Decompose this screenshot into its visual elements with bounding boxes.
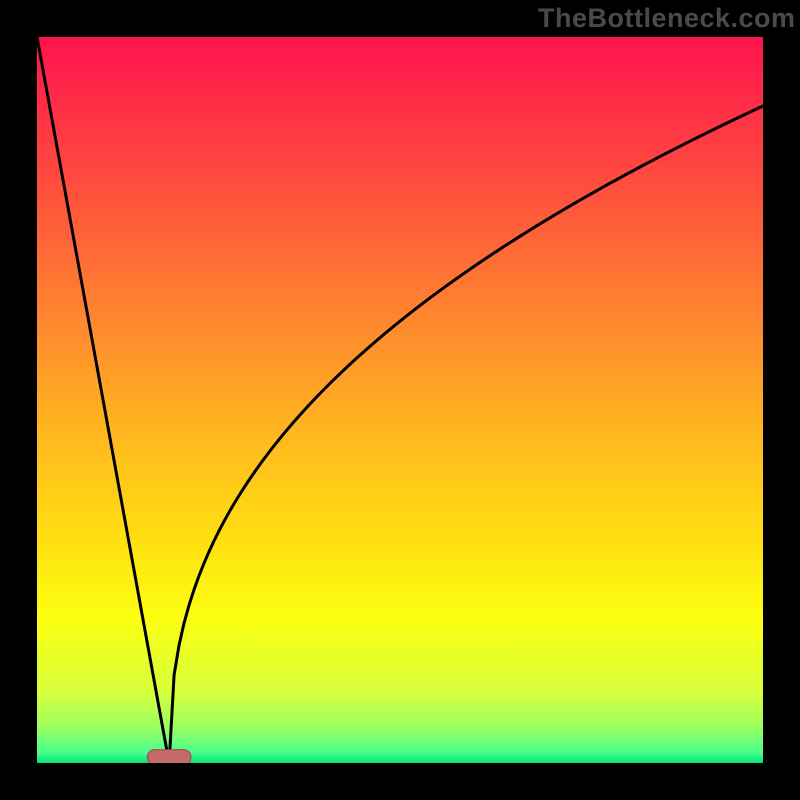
background-gradient [37,37,763,763]
plot-area [37,37,763,763]
watermark-text: TheBottleneck.com [538,3,796,34]
chart-stage: TheBottleneck.com [0,0,800,800]
